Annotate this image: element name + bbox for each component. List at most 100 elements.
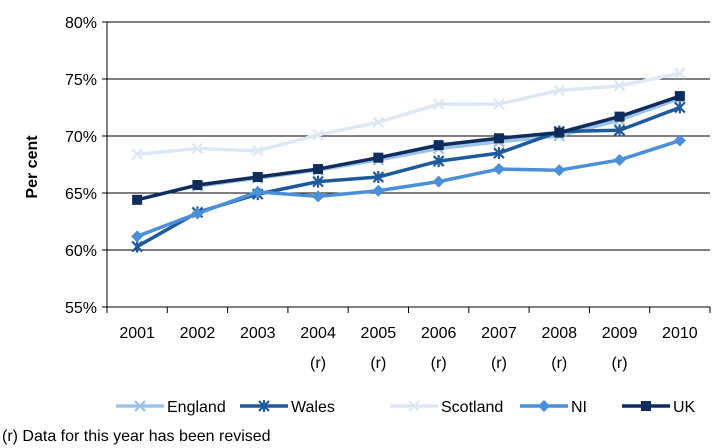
x-tick-label: 2005 — [361, 325, 397, 342]
legend-item-ni: NI — [520, 399, 587, 416]
x-marker — [251, 145, 264, 157]
data-point — [372, 184, 385, 197]
data-point — [614, 111, 625, 122]
data-point — [493, 133, 504, 144]
legend-marker — [134, 400, 146, 412]
x-tick-sublabel: (r) — [370, 355, 386, 372]
square-marker — [554, 127, 565, 138]
data-point — [432, 98, 445, 110]
data-point — [132, 194, 143, 205]
series-ni — [131, 134, 686, 243]
x-marker — [408, 400, 420, 412]
diamond-marker — [673, 134, 686, 147]
square-marker — [252, 172, 263, 183]
asterisk-marker — [493, 147, 505, 160]
data-point — [674, 67, 686, 80]
x-tick-label: 2006 — [421, 325, 457, 342]
y-tick-label: 60% — [65, 243, 97, 260]
data-point — [613, 153, 626, 166]
x-tick-sublabel: (r) — [491, 355, 507, 372]
data-point — [432, 175, 445, 188]
y-tick-label: 70% — [65, 129, 97, 146]
data-point — [674, 91, 685, 102]
x-marker — [134, 400, 146, 412]
square-marker — [641, 401, 651, 411]
legend-label: England — [167, 399, 226, 416]
legend-marker — [538, 400, 550, 412]
series-uk — [132, 91, 685, 205]
x-tick-label: 2004 — [300, 325, 336, 342]
asterisk-marker — [372, 171, 385, 184]
x-tick-sublabel: (r) — [551, 355, 567, 372]
diamond-marker — [538, 400, 550, 412]
legend-item-uk: UK — [622, 399, 696, 416]
asterisk-marker — [258, 400, 270, 412]
legend-label: NI — [571, 399, 587, 416]
data-point — [492, 163, 505, 176]
asterisk-marker — [312, 175, 324, 188]
x-tick-sublabel: (r) — [612, 355, 628, 372]
series-line — [136, 138, 681, 238]
x-tick-label: 2002 — [180, 325, 216, 342]
y-tick-label: 80% — [65, 15, 97, 32]
data-point — [131, 148, 143, 161]
legend-item-wales: Wales — [240, 399, 335, 416]
legend-label: Wales — [291, 399, 335, 416]
data-point — [131, 240, 143, 253]
data-point — [131, 230, 144, 243]
data-point — [192, 180, 203, 191]
square-marker — [132, 194, 143, 205]
data-point — [553, 164, 566, 177]
series-lines — [131, 67, 686, 253]
asterisk-marker — [432, 155, 445, 168]
diamond-marker — [191, 207, 204, 220]
square-marker — [373, 152, 384, 163]
data-point — [674, 101, 686, 114]
data-point — [191, 207, 204, 220]
diamond-marker — [312, 190, 325, 203]
x-tick-label: 2008 — [541, 325, 577, 342]
diamond-marker — [372, 184, 385, 197]
square-marker — [433, 140, 444, 151]
data-point — [433, 140, 444, 151]
data-point — [613, 80, 626, 92]
x-marker — [191, 142, 204, 155]
x-marker — [613, 80, 626, 92]
data-point — [373, 152, 384, 163]
square-marker — [614, 111, 625, 122]
data-point — [252, 172, 263, 183]
diamond-marker — [131, 230, 144, 243]
data-point — [432, 155, 445, 168]
legend-item-scotland: Scotland — [390, 399, 503, 416]
y-axis-ticks: 55% 60% 65% 70% 75% 80% — [65, 15, 97, 317]
legend-marker — [641, 401, 651, 411]
x-tick-label: 2001 — [119, 325, 155, 342]
y-tick-label: 55% — [65, 300, 97, 317]
x-marker — [674, 67, 686, 80]
diamond-marker — [613, 153, 626, 166]
x-tick-label: 2003 — [240, 325, 276, 342]
x-tick-label: 2009 — [602, 325, 638, 342]
data-point — [191, 142, 204, 155]
data-point — [613, 124, 626, 137]
diamond-marker — [553, 164, 566, 177]
x-marker — [131, 148, 143, 161]
x-tick-label: 2010 — [662, 325, 698, 342]
x-tick-sublabel: (r) — [310, 355, 326, 372]
x-marker — [312, 129, 324, 141]
x-marker — [493, 98, 505, 110]
legend-item-england: England — [116, 399, 226, 416]
data-point — [312, 190, 325, 203]
x-axis-ticks: 2001 2002 2003 2004 (r) 2005 (r) 2006 (r) 2007 (r)… — [119, 325, 697, 372]
data-point — [554, 127, 565, 138]
y-tick-label: 65% — [65, 186, 97, 203]
data-point — [493, 147, 505, 160]
series-line — [136, 71, 681, 156]
data-point — [313, 164, 324, 175]
gridlines — [102, 21, 711, 313]
legend-marker — [408, 400, 420, 412]
data-point — [673, 134, 686, 147]
footnote: (r) Data for this year has been revised — [2, 428, 271, 445]
data-point — [312, 175, 324, 188]
